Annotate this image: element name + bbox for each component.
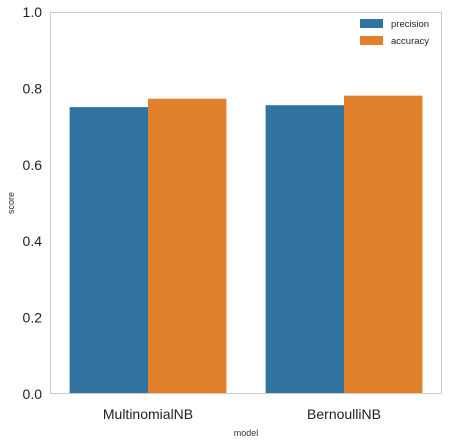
- legend-swatch-precision: [360, 19, 383, 28]
- bar-accuracy-MultinomialNB: [148, 98, 227, 395]
- y-axis-ticks: 0.0 0.2 0.4 0.6 0.8 1.0: [23, 4, 43, 402]
- y-axis-label: score: [6, 192, 16, 214]
- x-axis-label: model: [234, 428, 259, 438]
- bar-accuracy-BernoulliNB: [344, 95, 423, 395]
- bar-precision-MultinomialNB: [69, 107, 148, 395]
- legend-swatch-accuracy: [360, 36, 383, 45]
- x-axis-ticks: MultinomialNB BernoulliNB: [103, 406, 381, 422]
- legend: precision accuracy: [360, 19, 429, 47]
- y-tick-label: 1.0: [23, 4, 43, 20]
- plot-frame: [50, 12, 442, 394]
- legend-label-accuracy: accuracy: [391, 36, 429, 47]
- y-tick-label: 0.4: [23, 233, 43, 249]
- y-tick-label: 0.6: [23, 157, 43, 173]
- y-tick-label: 0.8: [23, 80, 43, 96]
- x-tick-label: MultinomialNB: [103, 406, 193, 422]
- x-tick-label: BernoulliNB: [307, 406, 381, 422]
- bars-group: [69, 95, 423, 395]
- legend-label-precision: precision: [391, 19, 429, 30]
- bar-precision-BernoulliNB: [265, 105, 344, 394]
- y-tick-label: 0.0: [23, 386, 43, 402]
- y-tick-label: 0.2: [23, 310, 43, 326]
